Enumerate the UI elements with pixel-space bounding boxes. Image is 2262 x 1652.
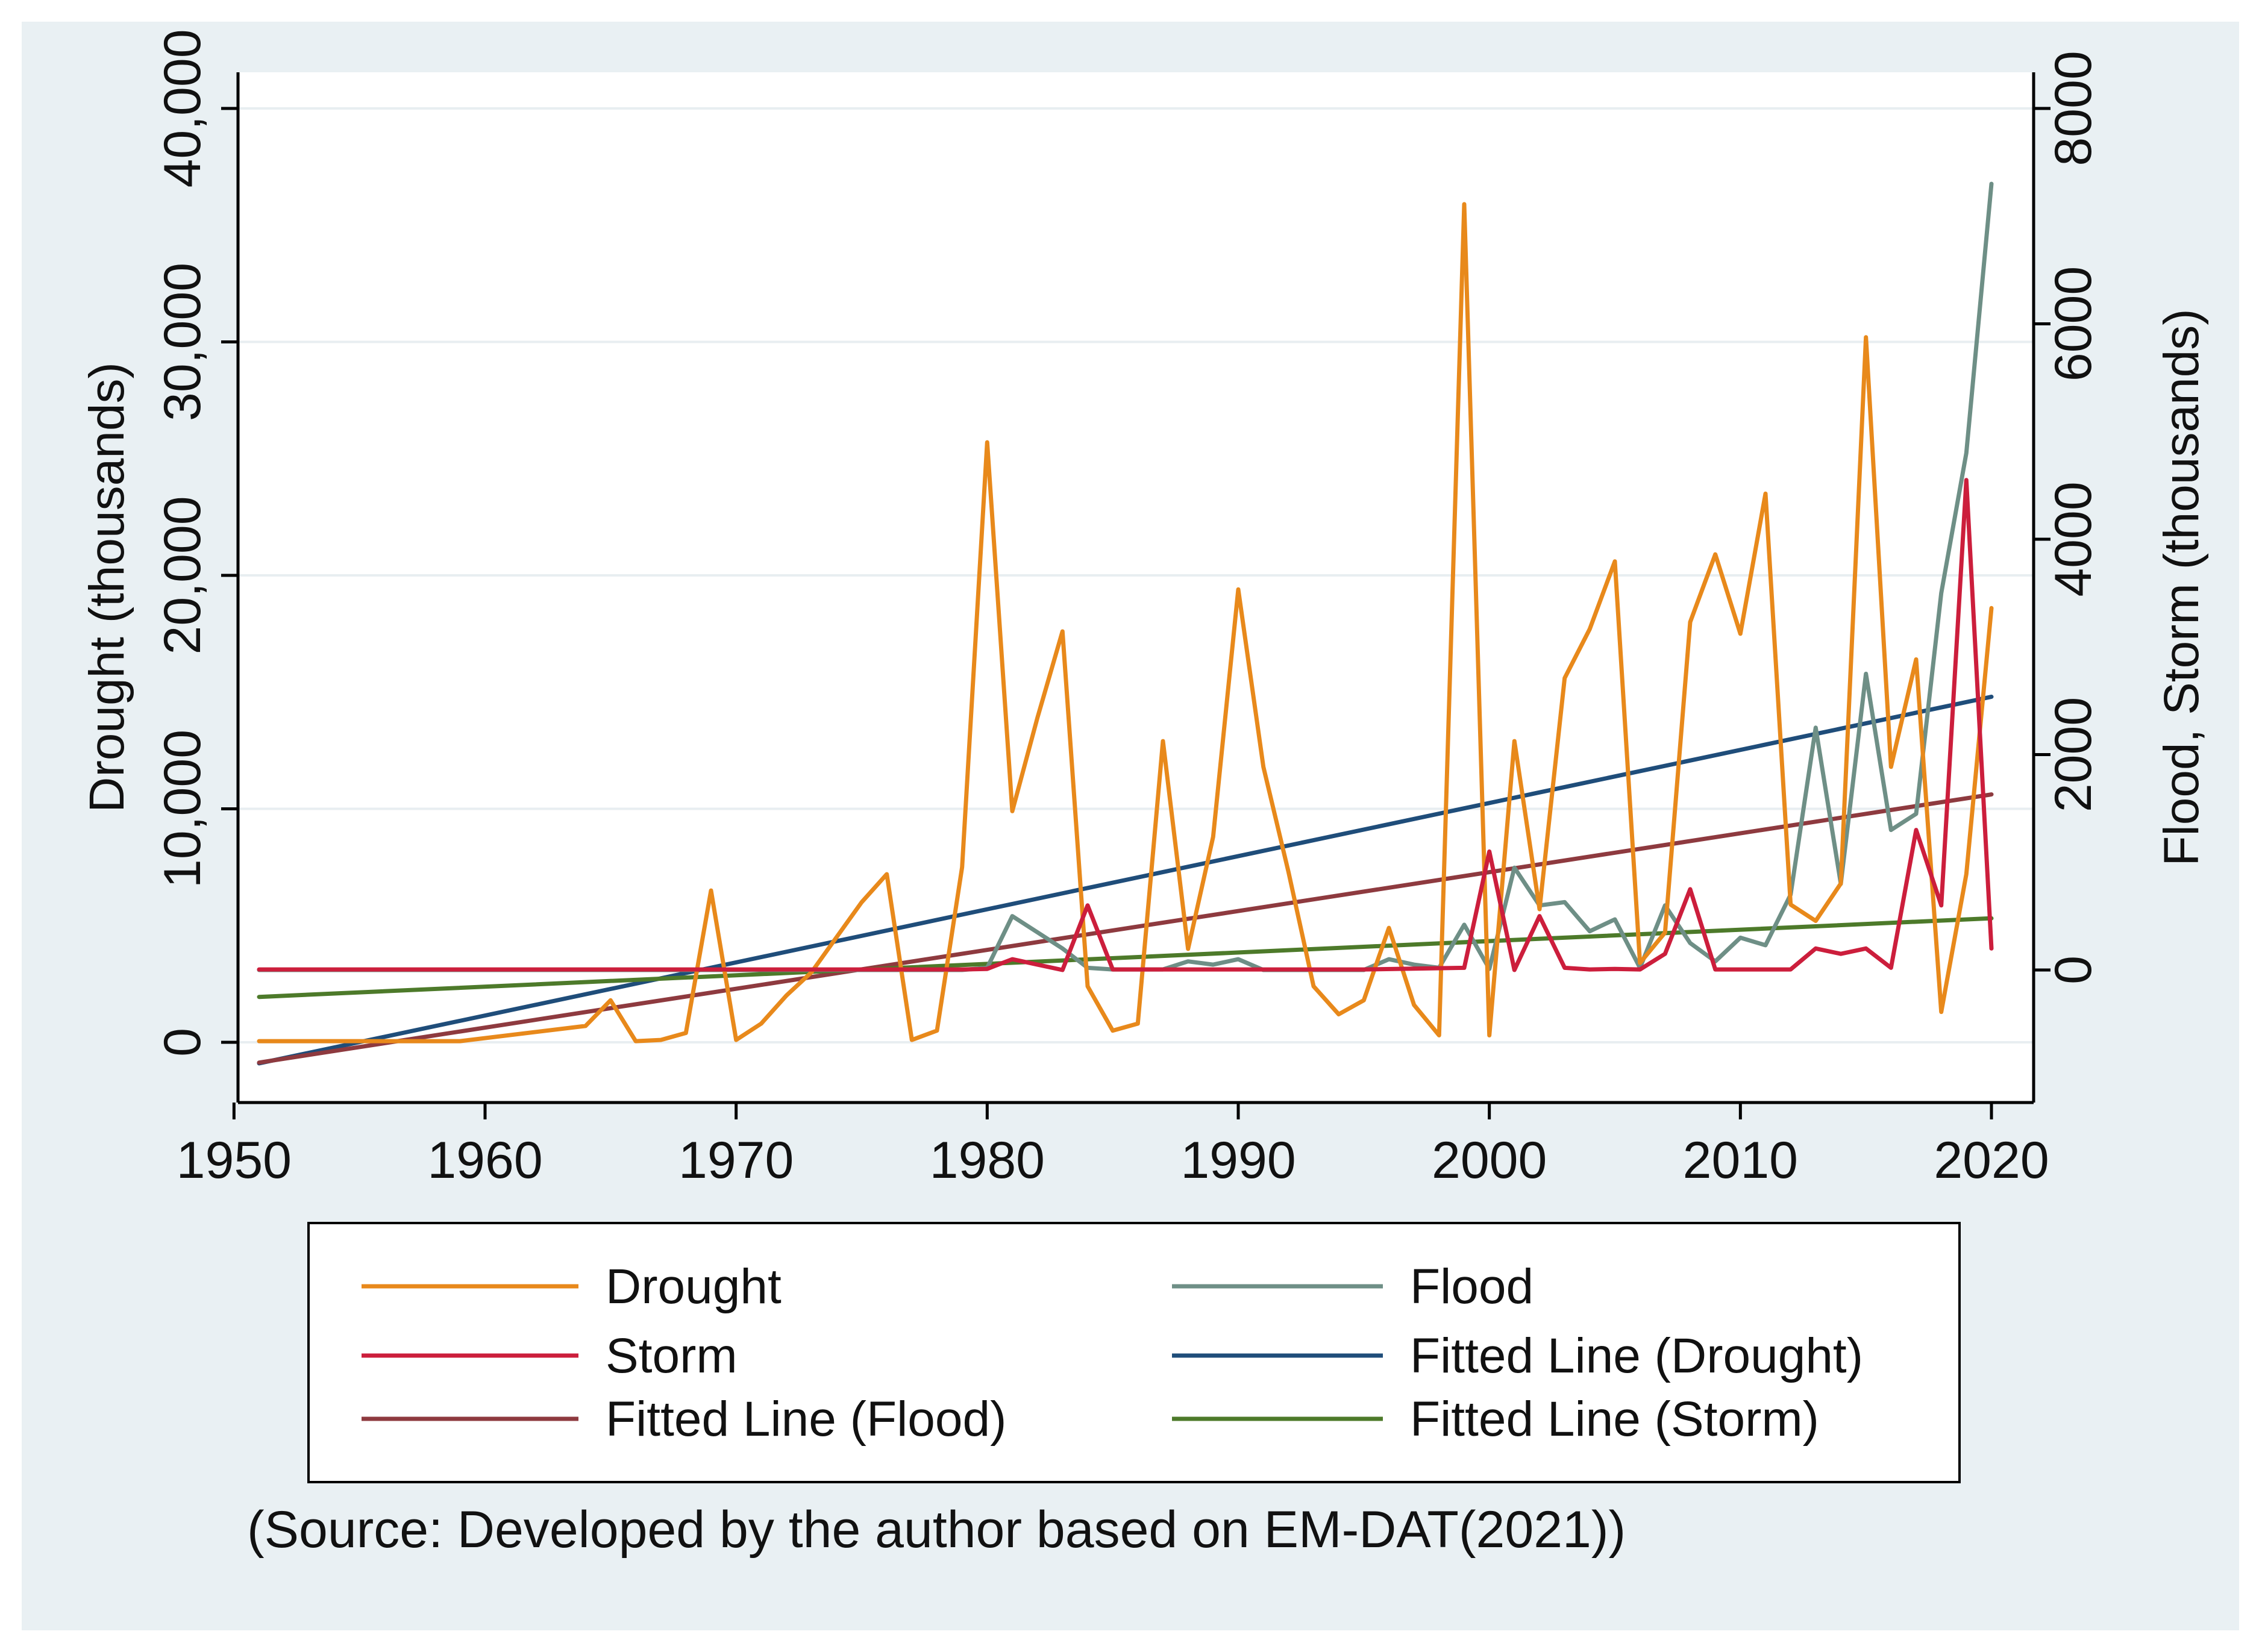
series-line-drought: [257, 202, 1994, 1043]
x-tick-label-2: 1970: [678, 1131, 794, 1189]
plot-area: [238, 72, 2034, 1103]
legend-label-drought: Drought: [606, 1259, 782, 1314]
x-tick-label-7: 2020: [1934, 1131, 2049, 1189]
y-left-tick-label-2: 20,000: [154, 496, 211, 654]
x-tick-label-5: 2000: [1432, 1131, 1547, 1189]
grid-layer: [238, 107, 2034, 1043]
y-right-tick-label-0: 0: [2044, 956, 2102, 984]
y-right-tick-label-3: 6000: [2044, 266, 2102, 381]
source-note: (Source: Developed by the author based o…: [247, 1501, 1626, 1559]
legend-label-fitted-line-flood: Fitted Line (Flood): [606, 1392, 1006, 1447]
series-layer: [257, 181, 1994, 1066]
y-left-tick-label-4: 40,000: [154, 29, 211, 187]
y-right-tick-label-4: 8000: [2044, 51, 2102, 166]
series-line-storm: [257, 478, 1994, 972]
y-right-tick-label-1: 2000: [2044, 697, 2102, 812]
axes-layer: 0 10,000 20,000 30,000 40,000 0 2000 4000 6000 80…: [154, 29, 2102, 1189]
y-axis-title-right: Flood, Storm (thousands): [2154, 308, 2209, 866]
legend-label-storm: Storm: [606, 1328, 738, 1383]
legend-label-fitted-line-storm: Fitted Line (Storm): [1410, 1392, 1819, 1447]
legend-label-fitted-line-drought: Fitted Line (Drought): [1410, 1328, 1863, 1383]
x-tick-label-4: 1990: [1180, 1131, 1295, 1189]
series-line-fitted-line-drought: [257, 695, 1994, 1066]
y-left-tick-label-0: 0: [154, 1028, 211, 1057]
series-line-fitted-line-flood: [257, 792, 1994, 1065]
legend-label-flood: Flood: [1410, 1259, 1534, 1314]
x-tick-label-0: 1950: [177, 1131, 292, 1189]
x-tick-label-1: 1960: [427, 1131, 542, 1189]
y-left-tick-label-1: 10,000: [154, 730, 211, 888]
legend: Drought Flood Storm Fitted Line (Drought) Fi…: [307, 1222, 1961, 1483]
y-axis-title-left: Drought (thousands): [80, 362, 134, 813]
y-left-tick-label-3: 30,000: [154, 263, 211, 421]
series-line-flood: [257, 181, 1994, 972]
x-tick-label-3: 1980: [930, 1131, 1045, 1189]
legend-box: [307, 1222, 1961, 1483]
x-tick-label-6: 2010: [1683, 1131, 1798, 1189]
y-right-tick-label-2: 4000: [2044, 481, 2102, 596]
